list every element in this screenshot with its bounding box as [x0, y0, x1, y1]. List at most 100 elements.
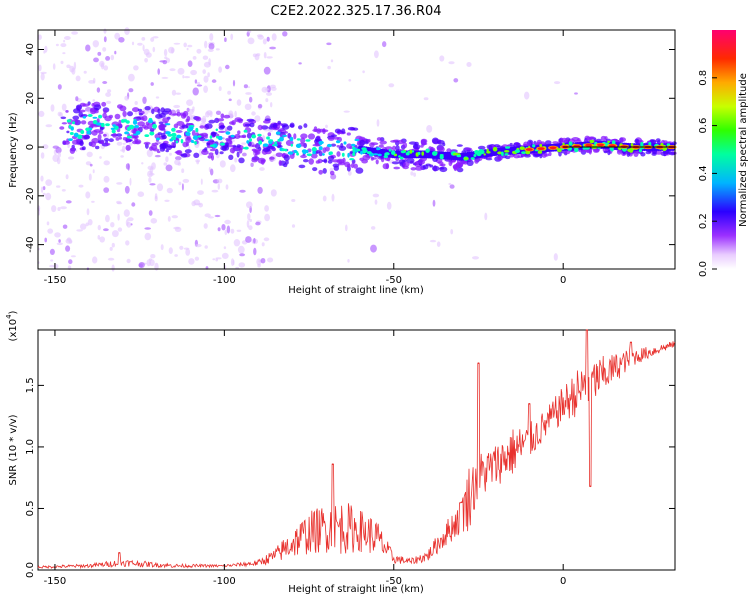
noise-blob — [165, 156, 169, 163]
signal-blob — [619, 137, 626, 143]
signal-blob — [283, 154, 290, 162]
noise-blob — [192, 56, 197, 60]
signal-blob — [341, 128, 346, 134]
noise-blob — [429, 239, 437, 243]
noise-blob — [37, 34, 42, 40]
noise-blob — [224, 219, 231, 225]
core-blob — [258, 140, 263, 145]
signal-blob — [403, 161, 410, 167]
noise-blob — [91, 200, 95, 203]
noise-blob — [93, 57, 99, 63]
signal-blob — [477, 145, 486, 150]
signal-blob — [127, 111, 133, 117]
signal-blob — [101, 101, 107, 107]
noise-blob — [102, 81, 108, 84]
signal-blob — [327, 159, 333, 164]
core-blob — [486, 148, 489, 153]
signal-blob — [370, 142, 379, 146]
noise-blob — [123, 209, 130, 217]
noise-blob — [203, 223, 208, 229]
noise-blob — [114, 50, 117, 55]
core-blob — [195, 127, 199, 133]
signal-blob — [275, 152, 283, 158]
signal-blob — [134, 139, 142, 145]
noise-blob — [173, 226, 180, 230]
core-blob — [268, 139, 274, 142]
signal-blob — [115, 137, 120, 141]
noise-blob — [169, 152, 172, 156]
noise-blob — [173, 104, 181, 109]
signal-blob — [351, 159, 356, 164]
noise-blob — [228, 98, 232, 102]
signal-blob — [158, 121, 164, 125]
snr-point — [586, 329, 588, 331]
noise-blob — [245, 92, 252, 95]
noise-blob — [253, 237, 256, 244]
hot-blob — [525, 148, 533, 151]
noise-blob — [221, 252, 229, 259]
noise-blob — [85, 44, 91, 52]
core-blob — [72, 121, 76, 125]
signal-blob — [60, 116, 67, 120]
signal-blob — [439, 167, 445, 170]
core-blob — [296, 138, 301, 141]
signal-blob — [238, 119, 243, 124]
noise-blob — [216, 178, 223, 184]
core-blob — [305, 149, 309, 154]
signal-blob — [346, 132, 351, 136]
core-blob — [360, 150, 363, 155]
signal-blob — [211, 132, 218, 135]
hot-blob — [597, 143, 604, 147]
noise-blob — [347, 259, 350, 263]
noise-blob — [154, 154, 161, 158]
noise-blob — [242, 152, 247, 157]
signal-blob — [249, 122, 255, 128]
noise-blob — [423, 97, 429, 101]
noise-blob — [146, 149, 153, 158]
noise-blob — [124, 95, 129, 101]
core-blob — [290, 143, 293, 147]
y-tick-label: 20 — [25, 92, 36, 105]
signal-blob — [59, 126, 65, 130]
core-blob — [405, 152, 410, 156]
signal-blob — [330, 143, 337, 147]
signal-blob — [321, 159, 328, 163]
noise-blob — [343, 110, 350, 113]
noise-blob — [362, 70, 365, 74]
noise-blob — [202, 55, 209, 60]
noise-blob — [232, 79, 236, 87]
noise-blob — [131, 202, 136, 207]
noise-blob — [264, 213, 270, 222]
signal-blob — [272, 122, 278, 129]
signal-blob — [100, 140, 104, 144]
signal-blob — [229, 147, 236, 154]
x-tick-label: 0 — [560, 576, 566, 587]
signal-blob — [191, 130, 196, 137]
signal-blob — [251, 158, 258, 163]
noise-blob — [103, 28, 107, 34]
signal-blob — [72, 115, 80, 120]
snr-y-ticks: 0.0 0.5 1.0 1.5 — [25, 377, 675, 578]
noise-blob — [247, 213, 251, 221]
snr-point — [460, 501, 463, 504]
core-blob — [519, 146, 525, 150]
signal-blob — [359, 139, 366, 147]
noise-blob — [142, 44, 145, 52]
core-blob — [411, 150, 415, 153]
core-blob — [400, 150, 406, 154]
noise-blob — [246, 201, 253, 209]
noise-blob — [71, 31, 78, 35]
noise-blob — [196, 48, 202, 54]
noise-blob — [230, 33, 234, 40]
core-blob — [217, 135, 223, 141]
noise-blob — [171, 47, 174, 54]
noise-blob — [226, 225, 231, 234]
noise-blob — [236, 99, 242, 106]
core-blob — [110, 127, 116, 130]
signal-blob — [83, 134, 91, 140]
core-blob — [105, 123, 110, 127]
signal-blob — [352, 127, 359, 131]
signal-blob — [151, 108, 155, 115]
core-blob — [144, 134, 150, 138]
noise-blob — [169, 68, 176, 72]
